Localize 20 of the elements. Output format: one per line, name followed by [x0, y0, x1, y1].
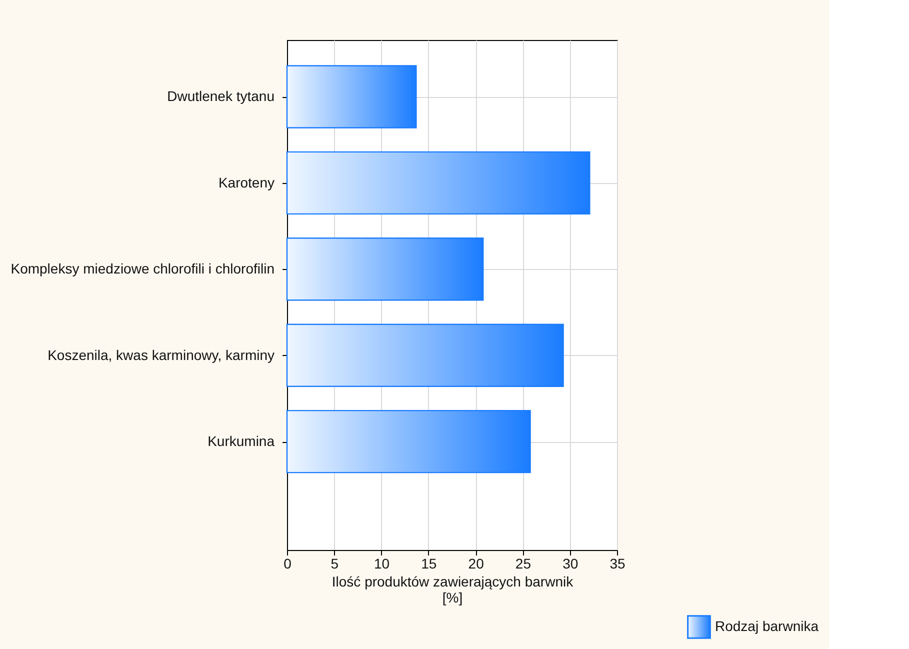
- bar: [286, 238, 484, 301]
- x-tick-label: 30: [562, 556, 578, 572]
- y-tick-label: Kompleksy miedziowe chlorofili i chlorofilin: [10, 260, 274, 277]
- legend-label: Rodzaj barwnika: [715, 618, 819, 634]
- x-tick-label: 15: [421, 556, 437, 572]
- x-axis-title: Ilość produktów zawierających barwnik [%]: [332, 574, 574, 606]
- x-tick-label: 5: [330, 556, 339, 572]
- x-tick-label: 20: [468, 556, 484, 572]
- x-tick-label: 10: [374, 556, 390, 572]
- x-tick-label: 35: [610, 556, 626, 572]
- bar: [286, 151, 590, 215]
- y-tick-label: Karoteny: [218, 174, 274, 190]
- bar: [286, 324, 564, 387]
- bar: [286, 410, 531, 474]
- x-tick-label: 0: [284, 556, 292, 572]
- y-tick-label: Kurkumina: [208, 433, 275, 450]
- y-tick-label: Dwutlenek tytanu: [167, 88, 274, 104]
- x-tick-label: 25: [515, 556, 532, 572]
- bar: [286, 65, 417, 128]
- y-tick-label: Koszenila, kwas karminowy, karminy: [48, 346, 274, 363]
